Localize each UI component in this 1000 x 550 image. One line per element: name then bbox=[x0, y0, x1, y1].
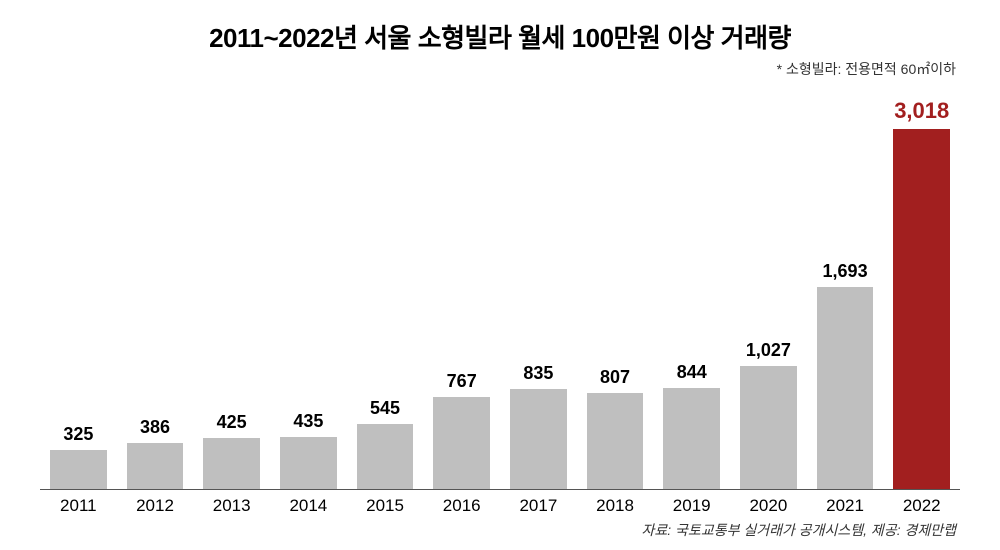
x-tick-label: 2015 bbox=[347, 496, 424, 516]
x-tick-label: 2021 bbox=[807, 496, 884, 516]
bar-slot: 844 bbox=[653, 89, 730, 489]
bar-value-label: 545 bbox=[370, 398, 400, 419]
x-tick-label: 2017 bbox=[500, 496, 577, 516]
bar-value-label: 767 bbox=[447, 371, 477, 392]
x-axis: 2011201220132014201520162017201820192020… bbox=[40, 496, 960, 516]
bar bbox=[663, 388, 720, 489]
bar bbox=[740, 366, 797, 489]
bar-value-label: 325 bbox=[63, 424, 93, 445]
bar-slot: 325 bbox=[40, 89, 117, 489]
chart-title: 2011~2022년 서울 소형빌라 월세 100만원 이상 거래량 bbox=[40, 18, 960, 55]
chart-area: 325 386 425 435 545 767 835 807 844 1,027 1,693 3,0… bbox=[40, 89, 960, 490]
x-tick-label: 2016 bbox=[423, 496, 500, 516]
bar-value-label: 435 bbox=[293, 411, 323, 432]
chart-subtitle: * 소형빌라: 전용면적 60㎡이하 bbox=[40, 59, 960, 79]
bar-slot: 835 bbox=[500, 89, 577, 489]
bar-value-label: 386 bbox=[140, 417, 170, 438]
bars-container: 325 386 425 435 545 767 835 807 844 1,027 1,693 3,0… bbox=[40, 89, 960, 489]
bar-slot: 545 bbox=[347, 89, 424, 489]
x-tick-label: 2019 bbox=[653, 496, 730, 516]
bar-value-label: 1,693 bbox=[823, 261, 868, 282]
x-tick-label: 2018 bbox=[577, 496, 654, 516]
bar-value-label: 425 bbox=[217, 412, 247, 433]
bar-slot: 807 bbox=[577, 89, 654, 489]
x-tick-label: 2014 bbox=[270, 496, 347, 516]
plot-area: 325 386 425 435 545 767 835 807 844 1,027 1,693 3,0… bbox=[40, 89, 960, 490]
bar bbox=[357, 424, 414, 489]
bar bbox=[433, 397, 490, 489]
bar bbox=[587, 393, 644, 489]
bar bbox=[280, 437, 337, 489]
x-tick-label: 2020 bbox=[730, 496, 807, 516]
bar-slot: 3,018 bbox=[883, 89, 960, 489]
bar-value-label: 835 bbox=[523, 363, 553, 384]
bar bbox=[203, 438, 260, 489]
bar-value-label: 844 bbox=[677, 362, 707, 383]
bar bbox=[817, 287, 874, 489]
bar-value-label: 1,027 bbox=[746, 340, 791, 361]
bar-slot: 1,693 bbox=[807, 89, 884, 489]
bar bbox=[510, 389, 567, 489]
x-tick-label: 2012 bbox=[117, 496, 194, 516]
bar bbox=[893, 129, 950, 489]
bar-value-label: 807 bbox=[600, 367, 630, 388]
bar bbox=[127, 443, 184, 489]
bar-value-label: 3,018 bbox=[894, 98, 949, 124]
chart-source: 자료: 국토교통부 실거래가 공개시스템, 제공: 경제만랩 bbox=[40, 520, 960, 540]
x-tick-label: 2022 bbox=[883, 496, 960, 516]
bar bbox=[50, 450, 107, 489]
x-tick-label: 2011 bbox=[40, 496, 117, 516]
bar-slot: 1,027 bbox=[730, 89, 807, 489]
bar-slot: 767 bbox=[423, 89, 500, 489]
bar-slot: 386 bbox=[117, 89, 194, 489]
x-tick-label: 2013 bbox=[193, 496, 270, 516]
bar-slot: 435 bbox=[270, 89, 347, 489]
bar-slot: 425 bbox=[193, 89, 270, 489]
